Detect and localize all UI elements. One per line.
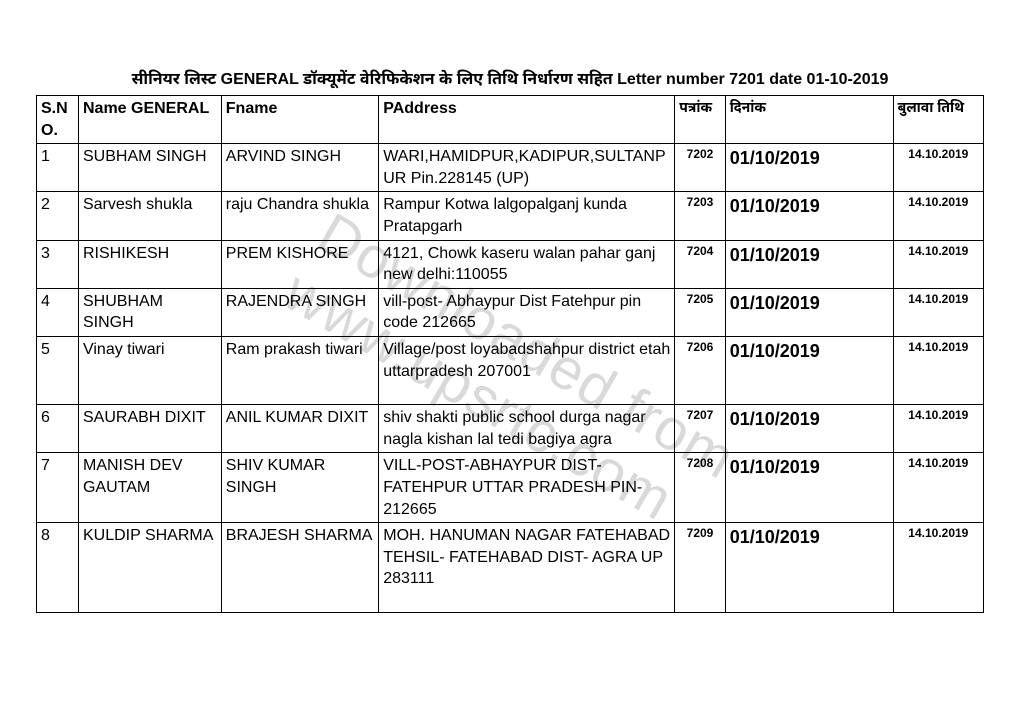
cell-patrank: 7207 bbox=[675, 405, 725, 453]
cell-dinank: 01/10/2019 bbox=[725, 523, 893, 613]
cell-sno: 3 bbox=[37, 240, 79, 288]
cell-patrank: 7209 bbox=[675, 523, 725, 613]
cell-name: Vinay tiwari bbox=[78, 336, 221, 404]
page-title: सीनियर लिस्ट GENERAL डॉक्यूमेंट वेरिफिके… bbox=[36, 70, 984, 91]
cell-dinank: 01/10/2019 bbox=[725, 288, 893, 336]
cell-bulawa: 14.10.2019 bbox=[893, 192, 983, 240]
cell-fname: Ram prakash tiwari bbox=[221, 336, 378, 404]
cell-address: VILL-POST-ABHAYPUR DIST- FATEHPUR UTTAR … bbox=[379, 453, 675, 523]
cell-name: KULDIP SHARMA bbox=[78, 523, 221, 613]
data-table: S.NO. Name GENERAL Fname PAddress पत्रां… bbox=[36, 95, 984, 613]
cell-patrank: 7205 bbox=[675, 288, 725, 336]
cell-address: 4121, Chowk kaseru walan pahar ganj new … bbox=[379, 240, 675, 288]
cell-sno: 1 bbox=[37, 144, 79, 192]
cell-fname: SHIV KUMAR SINGH bbox=[221, 453, 378, 523]
table-row: 1SUBHAM SINGHARVIND SINGHWARI,HAMIDPUR,K… bbox=[37, 144, 984, 192]
cell-sno: 6 bbox=[37, 405, 79, 453]
cell-sno: 4 bbox=[37, 288, 79, 336]
table-row: 3RISHIKESHPREM KISHORE4121, Chowk kaseru… bbox=[37, 240, 984, 288]
cell-bulawa: 14.10.2019 bbox=[893, 405, 983, 453]
table-row: 8KULDIP SHARMABRAJESH SHARMAMOH. HANUMAN… bbox=[37, 523, 984, 613]
cell-address: MOH. HANUMAN NAGAR FATEHABAD TEHSIL- FAT… bbox=[379, 523, 675, 613]
cell-name: Sarvesh shukla bbox=[78, 192, 221, 240]
cell-address: Rampur Kotwa lalgopalganj kunda Pratapga… bbox=[379, 192, 675, 240]
cell-name: SUBHAM SINGH bbox=[78, 144, 221, 192]
col-bulawa: बुलावा तिथि bbox=[893, 96, 983, 144]
cell-name: SHUBHAM SINGH bbox=[78, 288, 221, 336]
cell-fname: PREM KISHORE bbox=[221, 240, 378, 288]
cell-bulawa: 14.10.2019 bbox=[893, 523, 983, 613]
cell-sno: 7 bbox=[37, 453, 79, 523]
cell-address: WARI,HAMIDPUR,KADIPUR,SULTANPUR Pin.2281… bbox=[379, 144, 675, 192]
cell-name: SAURABH DIXIT bbox=[78, 405, 221, 453]
table-row: 7MANISH DEV GAUTAMSHIV KUMAR SINGHVILL-P… bbox=[37, 453, 984, 523]
col-patrank: पत्रांक bbox=[675, 96, 725, 144]
table-row: 5Vinay tiwariRam prakash tiwariVillage/p… bbox=[37, 336, 984, 404]
cell-patrank: 7203 bbox=[675, 192, 725, 240]
cell-dinank: 01/10/2019 bbox=[725, 453, 893, 523]
cell-address: Village/post loyabadshahpur district eta… bbox=[379, 336, 675, 404]
col-fname: Fname bbox=[221, 96, 378, 144]
cell-dinank: 01/10/2019 bbox=[725, 192, 893, 240]
cell-fname: RAJENDRA SINGH bbox=[221, 288, 378, 336]
cell-bulawa: 14.10.2019 bbox=[893, 144, 983, 192]
col-sno: S.NO. bbox=[37, 96, 79, 144]
cell-sno: 5 bbox=[37, 336, 79, 404]
cell-fname: ARVIND SINGH bbox=[221, 144, 378, 192]
cell-address: vill-post- Abhaypur Dist Fatehpur pin co… bbox=[379, 288, 675, 336]
cell-bulawa: 14.10.2019 bbox=[893, 336, 983, 404]
cell-name: RISHIKESH bbox=[78, 240, 221, 288]
cell-dinank: 01/10/2019 bbox=[725, 336, 893, 404]
cell-bulawa: 14.10.2019 bbox=[893, 288, 983, 336]
cell-address: shiv shakti public school durga nagar na… bbox=[379, 405, 675, 453]
cell-fname: raju Chandra shukla bbox=[221, 192, 378, 240]
cell-fname: BRAJESH SHARMA bbox=[221, 523, 378, 613]
cell-patrank: 7202 bbox=[675, 144, 725, 192]
col-dinank: दिनांक bbox=[725, 96, 893, 144]
cell-fname: ANIL KUMAR DIXIT bbox=[221, 405, 378, 453]
cell-bulawa: 14.10.2019 bbox=[893, 240, 983, 288]
table-row: 2Sarvesh shuklaraju Chandra shuklaRampur… bbox=[37, 192, 984, 240]
cell-dinank: 01/10/2019 bbox=[725, 144, 893, 192]
cell-patrank: 7206 bbox=[675, 336, 725, 404]
col-addr: PAddress bbox=[379, 96, 675, 144]
table-header-row: S.NO. Name GENERAL Fname PAddress पत्रां… bbox=[37, 96, 984, 144]
cell-sno: 8 bbox=[37, 523, 79, 613]
cell-dinank: 01/10/2019 bbox=[725, 240, 893, 288]
cell-name: MANISH DEV GAUTAM bbox=[78, 453, 221, 523]
table-row: 6SAURABH DIXITANIL KUMAR DIXITshiv shakt… bbox=[37, 405, 984, 453]
col-name: Name GENERAL bbox=[78, 96, 221, 144]
cell-dinank: 01/10/2019 bbox=[725, 405, 893, 453]
table-row: 4SHUBHAM SINGHRAJENDRA SINGHvill-post- A… bbox=[37, 288, 984, 336]
cell-sno: 2 bbox=[37, 192, 79, 240]
cell-patrank: 7208 bbox=[675, 453, 725, 523]
cell-bulawa: 14.10.2019 bbox=[893, 453, 983, 523]
cell-patrank: 7204 bbox=[675, 240, 725, 288]
